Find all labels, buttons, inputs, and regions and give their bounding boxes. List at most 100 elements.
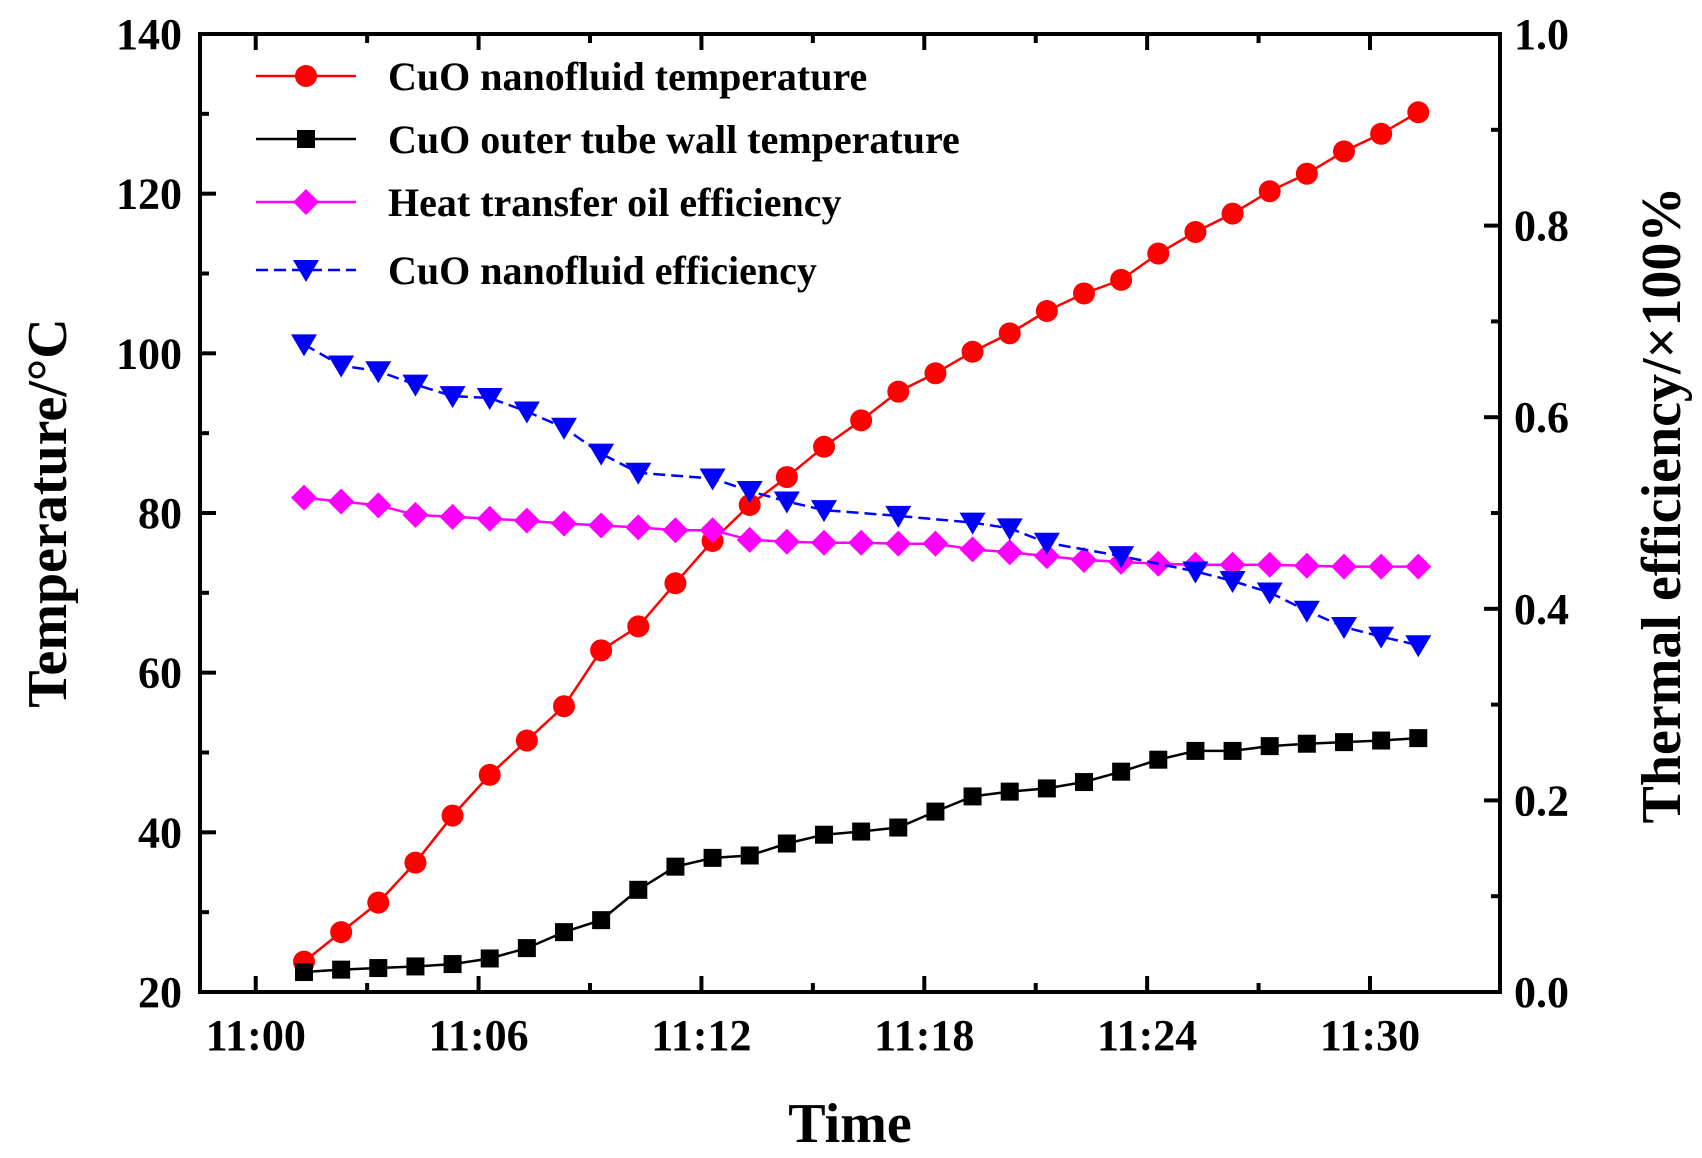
y-right-tick-label: 1.0 (1514, 10, 1569, 59)
legend-marker-red-temperature (295, 65, 317, 87)
x-tick-label: 11:24 (1097, 1011, 1197, 1060)
data-point-red-temperature (887, 380, 910, 403)
data-point-magenta-oil-efficiency (402, 501, 429, 528)
data-point-black-wall-temperature (369, 959, 388, 978)
legend: CuO nanofluid temperature CuO outer tube … (256, 54, 960, 293)
legend-label: CuO outer tube wall temperature (388, 117, 960, 162)
legend-label: Heat transfer oil efficiency (388, 180, 842, 225)
data-point-black-wall-temperature (480, 949, 499, 968)
data-point-magenta-oil-efficiency (1293, 552, 1320, 579)
data-point-black-wall-temperature (1409, 729, 1428, 748)
data-point-red-temperature (441, 804, 464, 827)
data-point-black-wall-temperature (1000, 782, 1019, 801)
series-line-black-wall-temperature (303, 736, 1419, 974)
data-point-red-temperature (1073, 282, 1095, 305)
data-point-black-wall-temperature (1372, 731, 1391, 750)
y-right-tick-label: 0.4 (1514, 585, 1569, 634)
x-tick-label: 11:00 (206, 1011, 306, 1060)
x-tick-label: 11:18 (874, 1011, 974, 1060)
legend-marker-black-wall-temperature (297, 130, 315, 148)
data-point-black-wall-temperature (1297, 734, 1316, 753)
data-point-red-temperature (553, 695, 575, 718)
data-point-black-wall-temperature (889, 818, 908, 837)
data-point-magenta-oil-efficiency (922, 530, 949, 557)
data-point-magenta-oil-efficiency (551, 510, 577, 537)
series-magenta-oil-efficiency (291, 484, 1432, 580)
data-point-blue-nanofluid-efficiency (1256, 582, 1283, 605)
legend-item-red-temperature: CuO nanofluid temperature (256, 54, 867, 99)
data-point-magenta-oil-efficiency (365, 492, 392, 519)
data-point-black-wall-temperature (963, 787, 982, 806)
data-point-blue-nanofluid-efficiency (996, 518, 1023, 541)
data-point-black-wall-temperature (1149, 750, 1168, 769)
y-axis-label-left: Temperature/°C (17, 318, 79, 707)
y-right-tick-label: 0.0 (1514, 968, 1569, 1017)
data-point-red-temperature (367, 891, 390, 914)
data-point-magenta-oil-efficiency (736, 526, 763, 553)
data-point-black-wall-temperature (629, 880, 648, 899)
data-point-black-wall-temperature (517, 939, 536, 958)
data-point-black-wall-temperature (815, 825, 833, 844)
legend-label: CuO nanofluid efficiency (388, 248, 817, 293)
data-point-magenta-oil-efficiency (848, 529, 875, 556)
data-point-red-temperature (330, 921, 353, 944)
data-point-magenta-oil-efficiency (811, 529, 837, 556)
data-point-black-wall-temperature (1260, 737, 1279, 756)
series-blue-nanofluid-efficiency (291, 334, 1432, 658)
data-point-magenta-oil-efficiency (588, 512, 615, 539)
data-point-red-temperature (738, 494, 761, 517)
data-point-red-temperature (1035, 300, 1058, 323)
data-point-magenta-oil-efficiency (1256, 551, 1283, 578)
data-point-red-temperature (1110, 268, 1133, 291)
data-point-blue-nanofluid-efficiency (811, 500, 837, 523)
data-point-blue-nanofluid-efficiency (328, 355, 355, 378)
data-point-black-wall-temperature (592, 911, 611, 930)
data-point-magenta-oil-efficiency (1071, 546, 1097, 573)
legend-marker-magenta-oil-efficiency (293, 189, 319, 215)
data-point-red-temperature (998, 322, 1021, 345)
data-point-red-temperature (924, 362, 947, 385)
data-point-black-wall-temperature (1335, 733, 1353, 752)
legend-item-magenta-oil-efficiency: Heat transfer oil efficiency (256, 180, 842, 225)
data-point-blue-nanofluid-efficiency (773, 491, 800, 514)
data-point-red-temperature (664, 572, 687, 595)
data-point-blue-nanofluid-efficiency (959, 512, 986, 535)
series-black-wall-temperature (295, 729, 1428, 982)
data-point-red-temperature (850, 409, 873, 432)
legend-label: CuO nanofluid temperature (388, 54, 867, 99)
data-point-black-wall-temperature (777, 834, 796, 853)
data-point-magenta-oil-efficiency (1368, 553, 1395, 580)
data-point-black-wall-temperature (555, 923, 573, 942)
data-point-magenta-oil-efficiency (773, 528, 800, 555)
y-left-tick-label: 140 (116, 10, 182, 59)
data-point-blue-nanofluid-efficiency (476, 388, 503, 411)
series-red-temperature (293, 101, 1430, 973)
data-point-red-temperature (1295, 162, 1318, 185)
data-point-magenta-oil-efficiency (476, 505, 503, 532)
data-point-blue-nanofluid-efficiency (551, 417, 577, 440)
data-point-red-temperature (627, 615, 650, 638)
data-point-red-temperature (1407, 101, 1430, 124)
data-point-magenta-oil-efficiency (1331, 553, 1357, 580)
data-point-black-wall-temperature (740, 846, 759, 865)
data-point-red-temperature (775, 466, 798, 489)
legend-item-blue-nanofluid-efficiency: CuO nanofluid efficiency (256, 248, 817, 293)
data-point-red-temperature (515, 729, 538, 752)
data-point-red-temperature (404, 851, 427, 874)
x-axis-label: Time (788, 1093, 911, 1155)
data-point-blue-nanofluid-efficiency (1033, 532, 1060, 555)
y-right-tick-label: 0.6 (1514, 393, 1569, 442)
x-tick-label: 11:12 (651, 1011, 751, 1060)
data-point-black-wall-temperature (1186, 741, 1205, 760)
y-left-tick-label: 80 (138, 489, 182, 538)
data-point-magenta-oil-efficiency (625, 514, 652, 541)
data-point-black-wall-temperature (852, 822, 871, 841)
data-point-magenta-oil-efficiency (996, 539, 1023, 566)
data-point-blue-nanofluid-efficiency (1219, 571, 1246, 594)
data-point-black-wall-temperature (1223, 741, 1242, 760)
data-point-magenta-oil-efficiency (662, 517, 689, 544)
data-point-blue-nanofluid-efficiency (588, 443, 615, 466)
data-point-blue-nanofluid-efficiency (1108, 546, 1135, 569)
data-point-black-wall-temperature (666, 857, 685, 876)
data-point-blue-nanofluid-efficiency (885, 505, 912, 528)
